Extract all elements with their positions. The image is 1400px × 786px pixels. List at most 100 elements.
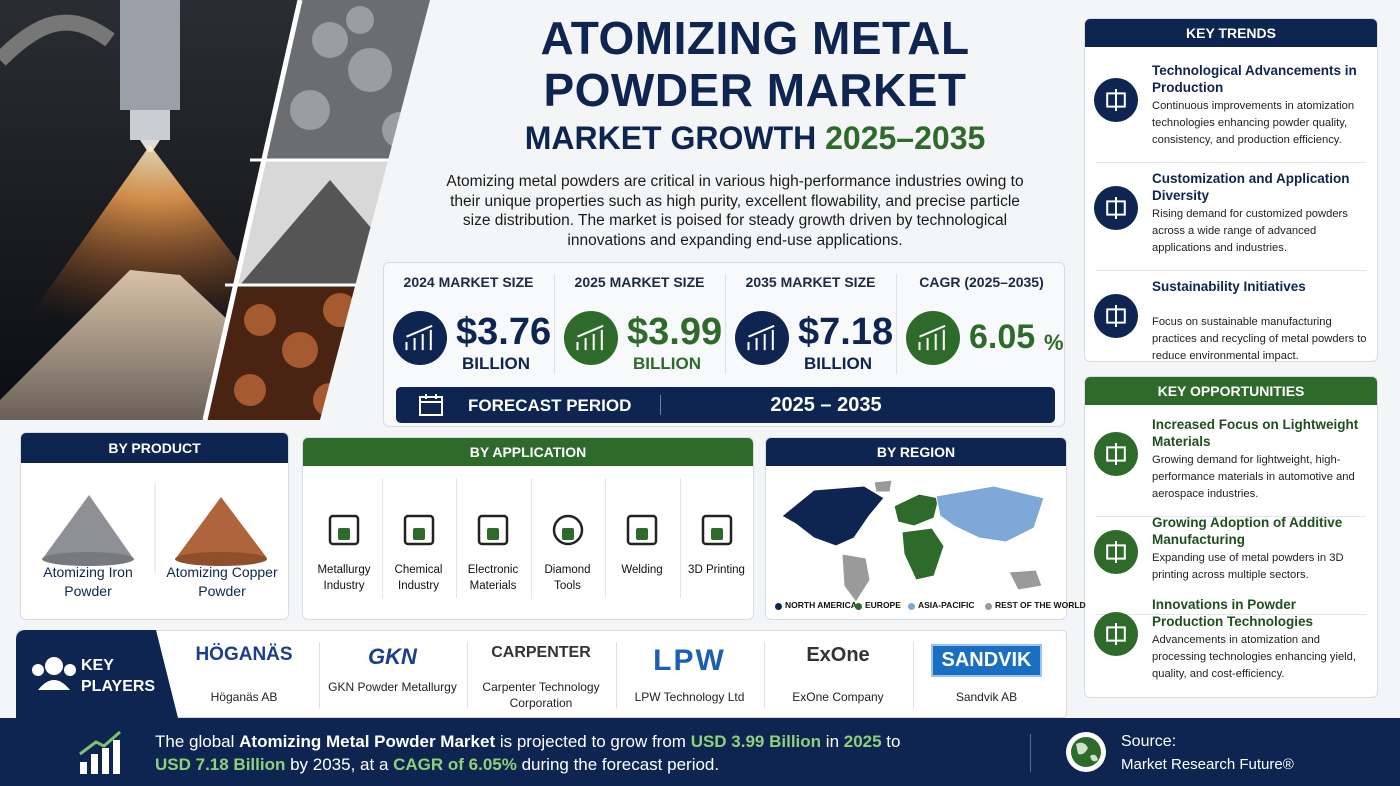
player-name: Sandvik AB (955, 690, 1018, 704)
player-logo: SANDVIK (913, 644, 1061, 677)
statement-part: is projected to grow from (495, 732, 691, 751)
icon-accent (487, 528, 499, 540)
product-label: Atomizing Copper Powder (166, 564, 278, 599)
legend-label: EUROPE (865, 600, 901, 610)
icon (1094, 612, 1138, 656)
item-text: Expanding use of metal powders in 3D pri… (1152, 552, 1344, 581)
divider (1096, 270, 1366, 271)
icon (1094, 530, 1138, 574)
application-label: Chemical Industry (394, 564, 443, 592)
description: Atomizing metal powders are critical in … (446, 173, 1024, 249)
source: Market Research Future® (1121, 756, 1294, 773)
player-name: Carpenter Technology Corporation (482, 680, 600, 710)
divider (660, 395, 661, 415)
stat-unit: BILLION (804, 354, 872, 373)
item-text: Rising demand for customized powders acr… (1152, 208, 1348, 254)
key-players-tab (16, 630, 178, 718)
divider (605, 478, 606, 598)
divider (725, 274, 726, 374)
legend-label: NORTH AMERICA (785, 600, 857, 610)
footer: The global Atomizing Metal Powder Market… (0, 718, 1400, 786)
item-text: Advancements in atomization and processi… (1152, 634, 1356, 680)
stat-value: $3.99 (627, 311, 723, 353)
by-product-title: BY PRODUCT (21, 433, 288, 463)
icon (735, 311, 789, 365)
item-title: Growing Adoption of Additive Manufacturi… (1152, 515, 1343, 547)
player-logo: GKN (319, 644, 467, 670)
divider (530, 478, 532, 598)
key-players-row (16, 630, 1067, 718)
item-title: Customization and Application Diversity (1152, 171, 1350, 203)
stat-label: 2024 MARKET SIZE (403, 274, 534, 290)
icon-glyph (747, 324, 775, 351)
statement-part: USD 7.18 Billion (155, 755, 286, 774)
subtitle: MARKET GROWTH 2025–2035 (440, 120, 1070, 157)
key-players-title: KEY PLAYERS (81, 657, 156, 695)
map-region (781, 485, 885, 547)
divider (318, 642, 320, 708)
subtitle-text: MARKET GROWTH (524, 120, 817, 156)
calendar-icon (419, 394, 443, 416)
item-text: Growing demand for lightweight, high-per… (1152, 454, 1355, 500)
statement-part: USD 3.99 Billion (690, 732, 822, 751)
stat-value: $7.18 (798, 311, 894, 353)
by-region-panel: BY REGION (765, 437, 1067, 620)
statement-part: by 2035, at a (285, 755, 394, 774)
map-region (935, 485, 1045, 543)
divider (381, 478, 383, 598)
statement-part: The global (155, 732, 240, 751)
divider (679, 478, 681, 598)
legend-label: ASIA-PACIFIC (918, 600, 975, 610)
application-icon (552, 514, 583, 546)
stat-unit: % (1044, 330, 1064, 355)
map-region (841, 479, 1043, 603)
stat-value: 6.05 (969, 318, 1036, 356)
legend-swatch (855, 603, 862, 610)
icon-shape (701, 514, 732, 546)
legend-swatch (985, 603, 992, 610)
statement-part: Atomizing Metal Powder Market (239, 732, 496, 751)
statement-part: during the forecast period. (516, 755, 720, 774)
stat-unit: BILLION (462, 354, 530, 373)
by-product-panel: BY PRODUCT (20, 432, 289, 620)
icon (1094, 432, 1138, 476)
divider (1030, 734, 1031, 772)
item-text: Focus on sustainable manufacturing pract… (1152, 316, 1367, 362)
divider (1096, 162, 1366, 163)
icon-accent (561, 528, 574, 540)
logo-text: SANDVIK (931, 644, 1042, 677)
icon-glyph (1106, 623, 1126, 645)
icon-shape (403, 514, 434, 546)
forecast-bar: FORECAST PERIOD 2025 – 2035 (396, 387, 1055, 423)
divider (456, 478, 457, 598)
icon-accent (636, 528, 648, 540)
application-icon (701, 514, 732, 546)
key-opportunities-title: KEY OPPORTUNITIES (1085, 377, 1377, 405)
application-label: Electronic Materials (467, 564, 519, 592)
footer-statement: The global Atomizing Metal Powder Market… (155, 730, 935, 776)
stat-value: $3.76 (456, 311, 552, 353)
icon-circle (906, 311, 960, 365)
icon-shape (626, 514, 658, 546)
icon-circle (393, 311, 447, 365)
stat-label: 2025 MARKET SIZE (574, 274, 705, 290)
title: ATOMIZING METAL POWDER MARKET (540, 12, 970, 116)
application-icon (626, 514, 658, 546)
logo-text: GKN (368, 644, 417, 669)
product-label: Atomizing Iron Powder (43, 564, 133, 599)
icon-shape (552, 514, 583, 546)
hero-image (0, 0, 440, 420)
icon-glyph (918, 324, 946, 351)
statement-part: to (881, 732, 901, 751)
player-name: ExOne Company (792, 690, 884, 704)
item-title: Technological Advancements in Production (1152, 63, 1357, 95)
player-logo: LPW (616, 644, 764, 678)
icon (906, 311, 960, 365)
stat-unit: BILLION (633, 354, 701, 373)
subtitle-period: 2025–2035 (825, 120, 986, 156)
icon-accent (710, 528, 723, 540)
player-name: GKN Powder Metallurgy (328, 680, 457, 694)
by-region-title: BY REGION (766, 438, 1066, 466)
